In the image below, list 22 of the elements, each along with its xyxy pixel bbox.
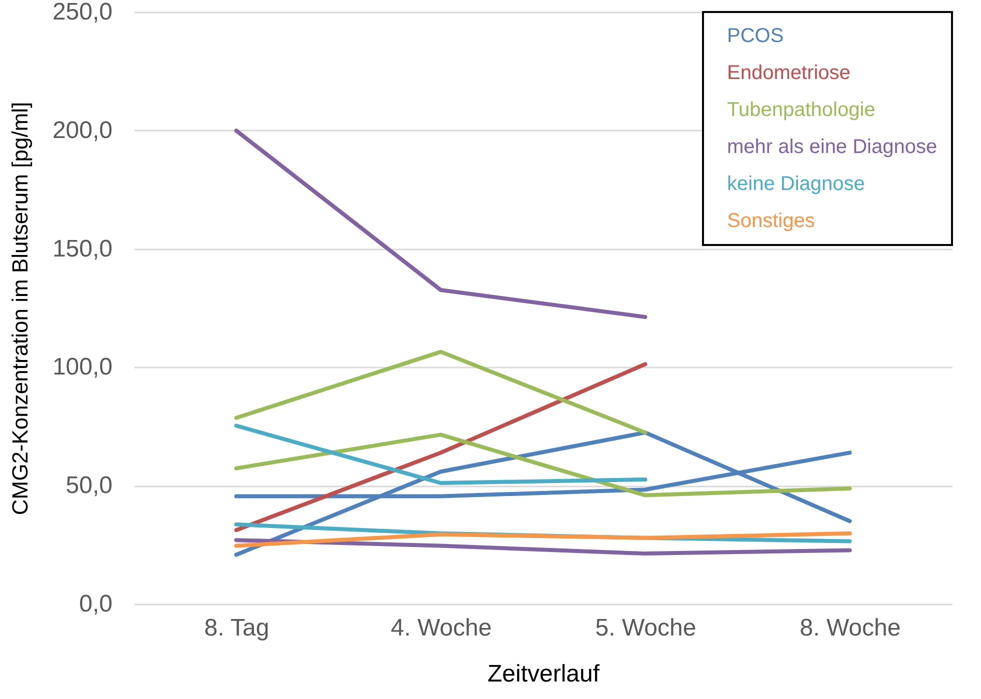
y-tick-label: 0,0 <box>79 590 112 618</box>
text: keine Diagnose <box>727 173 865 195</box>
x-tick-label: 8. Woche <box>800 614 901 642</box>
x-tick-label: 4. Woche <box>390 614 492 642</box>
y-axis-title: CMG2-Konzentration im Blutserum [pg/ml] <box>7 102 32 516</box>
x-tick-label: 8. Tag <box>204 614 270 642</box>
text: Tubenpathologie <box>727 99 876 121</box>
text: mehr als eine Diagnose <box>727 136 938 158</box>
y-tick-label: 250,0 <box>52 0 112 26</box>
y-tick-label: 50,0 <box>66 472 112 500</box>
line-series <box>234 538 852 556</box>
x-axis-title: Zeitverlauf <box>487 660 600 688</box>
x-tick-label: 5. Woche <box>595 614 696 642</box>
line-series <box>234 432 852 498</box>
y-tick-label: 200,0 <box>52 116 112 144</box>
text: PCOS <box>727 25 784 47</box>
text: Sonstiges <box>727 210 815 232</box>
y-tick-label: 150,0 <box>52 235 112 262</box>
line-series <box>234 531 852 548</box>
text: Endometriose <box>727 62 850 84</box>
line-series <box>234 430 852 557</box>
y-tick-label: 100,0 <box>52 354 112 381</box>
